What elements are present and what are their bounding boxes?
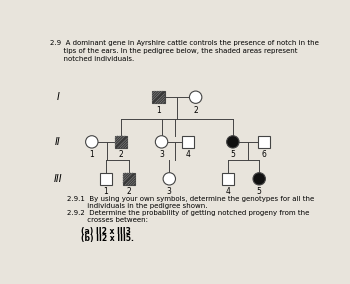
Text: I: I	[56, 92, 59, 102]
Text: tips of the ears. In the pedigree below, the shaded areas represent: tips of the ears. In the pedigree below,…	[50, 48, 298, 54]
Circle shape	[189, 91, 202, 103]
Text: 4: 4	[186, 150, 190, 159]
Bar	[222, 173, 235, 185]
Text: notched individuals.: notched individuals.	[50, 56, 134, 62]
Text: 6: 6	[261, 150, 266, 159]
Bar	[258, 136, 270, 148]
Bar	[123, 173, 135, 185]
Bar	[99, 173, 112, 185]
Text: 2.9  A dominant gene in Ayrshire cattle controls the presence of notch in the: 2.9 A dominant gene in Ayrshire cattle c…	[50, 40, 319, 46]
Circle shape	[86, 136, 98, 148]
Text: 2.9.1  By using your own symbols, determine the genotypes for all the: 2.9.1 By using your own symbols, determi…	[67, 196, 314, 202]
Circle shape	[253, 173, 265, 185]
Bar	[152, 91, 164, 103]
Text: III: III	[54, 174, 62, 184]
Text: 3: 3	[159, 150, 164, 159]
Text: 2.9.2  Determine the probability of getting notched progeny from the: 2.9.2 Determine the probability of getti…	[67, 210, 309, 216]
Text: individuals in the pedigree shown.: individuals in the pedigree shown.	[67, 203, 208, 209]
Bar	[115, 136, 127, 148]
Circle shape	[227, 136, 239, 148]
Circle shape	[155, 136, 168, 148]
Text: 1: 1	[103, 187, 108, 196]
Text: crosses between:: crosses between:	[67, 217, 148, 223]
Text: (b) II2 x III5.: (b) II2 x III5.	[81, 234, 134, 243]
Circle shape	[163, 173, 175, 185]
Text: 3: 3	[167, 187, 172, 196]
Bar	[182, 136, 194, 148]
Text: 1: 1	[156, 106, 161, 115]
Text: (a) II2 x III3: (a) II2 x III3	[81, 227, 131, 236]
Text: 4: 4	[226, 187, 231, 196]
Text: II: II	[55, 137, 61, 147]
Text: 2: 2	[127, 187, 131, 196]
Text: 5: 5	[257, 187, 262, 196]
Text: 1: 1	[90, 150, 94, 159]
Text: 2: 2	[193, 106, 198, 115]
Text: 5: 5	[230, 150, 235, 159]
Text: 2: 2	[119, 150, 124, 159]
